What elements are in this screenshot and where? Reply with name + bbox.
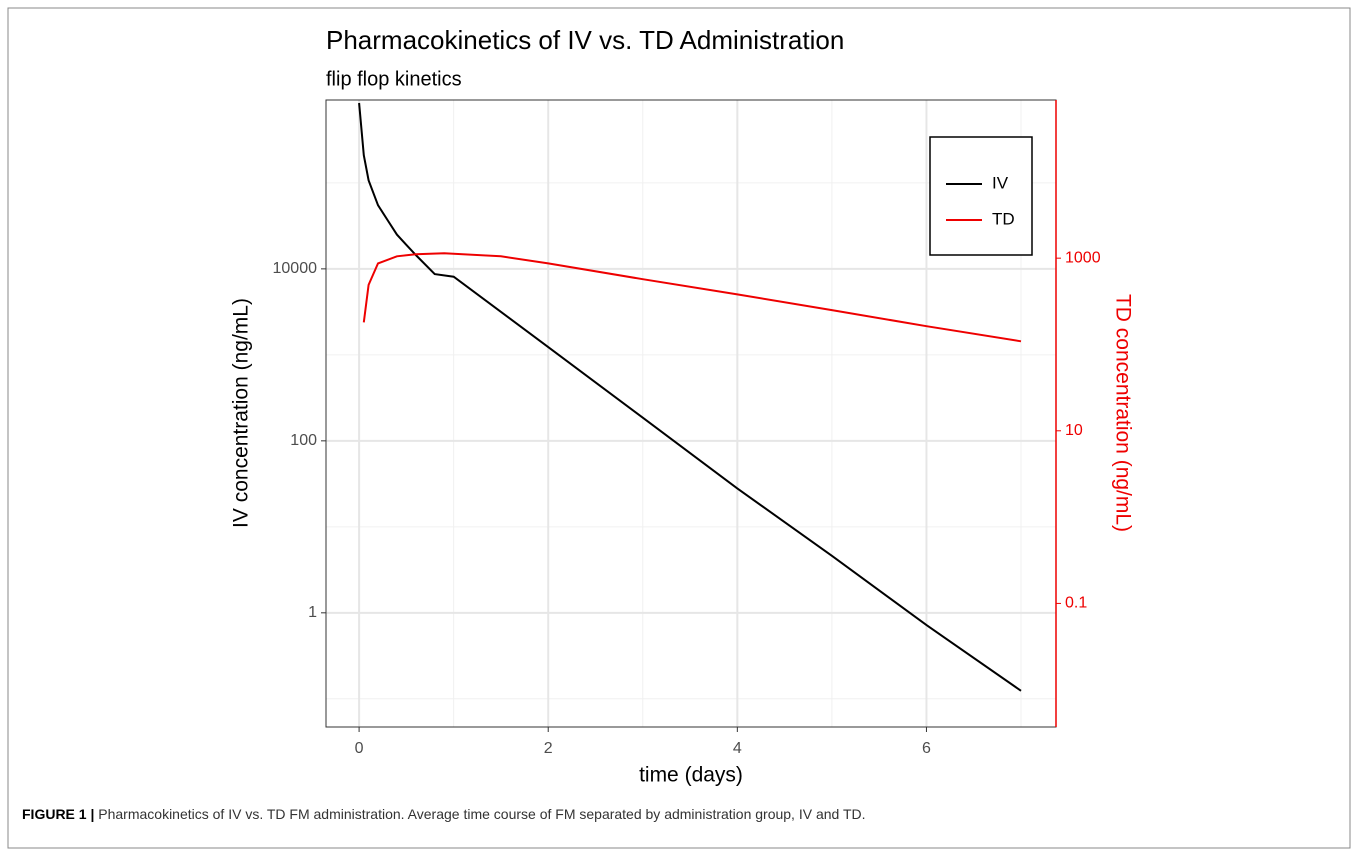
line-series: [362, 252, 1022, 343]
legend-label: IV: [992, 173, 1009, 192]
caption: FIGURE 1 | Pharmacokinetics of IV vs. TD…: [22, 806, 866, 822]
x-tick-label: 2: [544, 740, 553, 757]
y2-axis-title: TD concentration (ng/mL): [1111, 294, 1134, 532]
chart-title: Pharmacokinetics of IV vs. TD Administra…: [326, 25, 844, 55]
chart-subtitle: flip flop kinetics: [326, 68, 462, 90]
y-tick-label: 1: [308, 604, 317, 621]
caption-text: Pharmacokinetics of IV vs. TD FM adminis…: [98, 806, 866, 822]
x-tick-label: 4: [733, 740, 742, 757]
figure-frame: [7, 7, 1351, 849]
x-tick-label: 0: [355, 740, 364, 757]
x-tick-label: 6: [922, 740, 931, 757]
legend-box: [929, 136, 1033, 256]
y2-tick-label: 1000: [1065, 249, 1101, 266]
y2-tick-label: 0.1: [1065, 595, 1087, 612]
x-axis-title: time (days): [639, 764, 743, 787]
legend-label: TD: [992, 209, 1015, 228]
y-tick-label: 10000: [273, 260, 318, 277]
y-axis-title: IV concentration (ng/mL): [230, 298, 253, 528]
line-series: [358, 102, 1022, 692]
y-tick-label: 100: [290, 432, 317, 449]
caption-label: FIGURE 1 |: [22, 806, 95, 822]
y2-tick-label: 10: [1065, 422, 1083, 439]
